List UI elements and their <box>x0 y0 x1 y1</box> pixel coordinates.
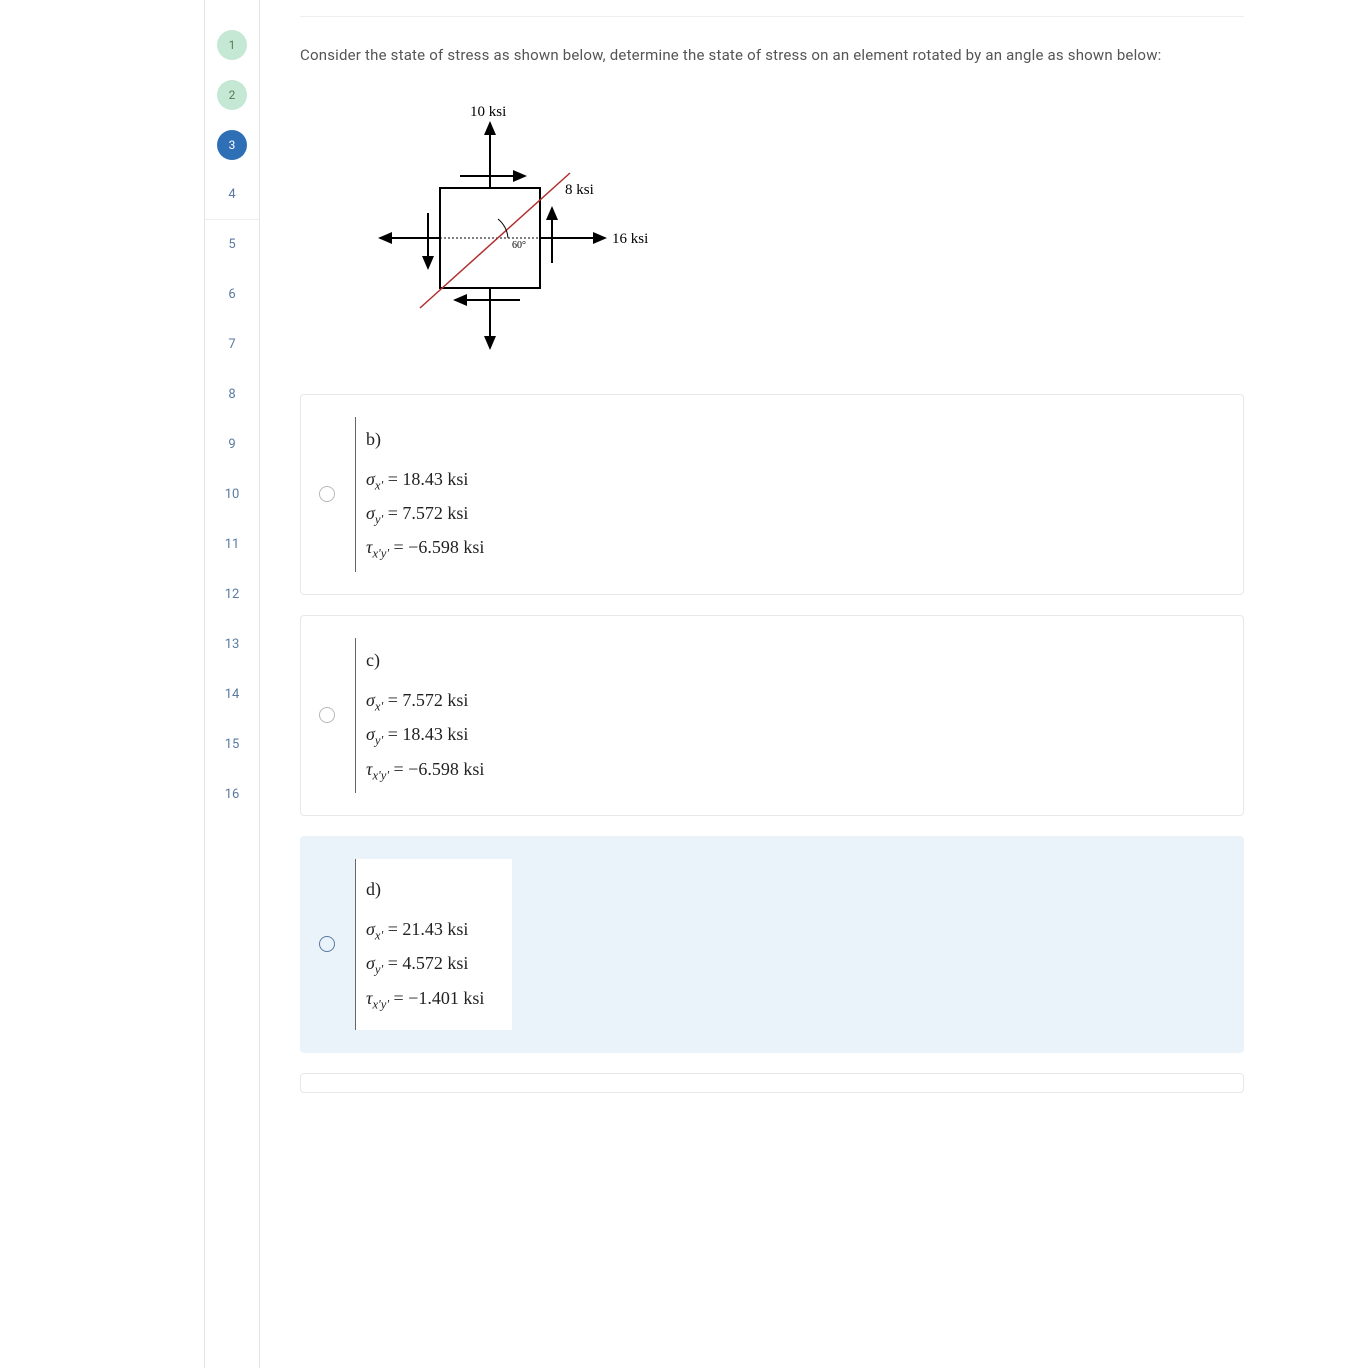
nav-item-7[interactable]: 7 <box>205 320 259 370</box>
svg-text:8 ksi: 8 ksi <box>565 182 594 198</box>
nav-item-11[interactable]: 11 <box>205 520 259 570</box>
answer-body: c) σx' = 7.572 ksi σy' = 18.43 ksi τx'y'… <box>355 638 484 793</box>
answer-option-d[interactable]: d) σx' = 21.43 ksi σy' = 4.572 ksi τx'y'… <box>300 836 1244 1053</box>
nav-item-9[interactable]: 9 <box>205 420 259 470</box>
nav-item-1[interactable]: 1 <box>205 20 259 70</box>
nav-item-8[interactable]: 8 <box>205 370 259 420</box>
nav-item-2[interactable]: 2 <box>205 70 259 120</box>
nav-item-15[interactable]: 15 <box>205 720 259 770</box>
nav-bubble: 3 <box>217 130 247 160</box>
svg-text:16 ksi: 16 ksi <box>612 231 648 247</box>
divider <box>300 16 1244 17</box>
nav-item-16[interactable]: 16 <box>205 770 259 820</box>
nav-item-12[interactable]: 12 <box>205 570 259 620</box>
answer-body: b) σx' = 18.43 ksi σy' = 7.572 ksi τx'y'… <box>355 417 484 572</box>
svg-text:10 ksi: 10 ksi <box>470 104 506 120</box>
nav-bubble: 2 <box>217 80 247 110</box>
answer-option-b[interactable]: b) σx' = 18.43 ksi σy' = 7.572 ksi τx'y'… <box>300 394 1244 595</box>
question-nav: 1 2 3 4 5 6 7 8 9 10 11 12 13 14 15 16 <box>204 0 260 1368</box>
question-content: Consider the state of stress as shown be… <box>260 0 1284 1368</box>
svg-text:60°: 60° <box>512 240 526 251</box>
nav-item-6[interactable]: 6 <box>205 270 259 320</box>
answer-option-next[interactable] <box>300 1073 1244 1093</box>
nav-bubble: 1 <box>217 30 247 60</box>
nav-item-4[interactable]: 4 <box>205 170 259 220</box>
stress-diagram: 60° 10 ksi 16 ksi 8 <box>300 90 1244 394</box>
radio-icon <box>319 707 335 723</box>
nav-item-3[interactable]: 3 <box>205 120 259 170</box>
nav-item-14[interactable]: 14 <box>205 670 259 720</box>
nav-item-10[interactable]: 10 <box>205 470 259 520</box>
answer-option-c[interactable]: c) σx' = 7.572 ksi σy' = 18.43 ksi τx'y'… <box>300 615 1244 816</box>
question-text: Consider the state of stress as shown be… <box>300 41 1244 70</box>
nav-item-13[interactable]: 13 <box>205 620 259 670</box>
radio-icon <box>319 486 335 502</box>
radio-icon <box>319 936 335 952</box>
answer-body: d) σx' = 21.43 ksi σy' = 4.572 ksi τx'y'… <box>355 859 512 1030</box>
nav-item-5[interactable]: 5 <box>205 220 259 270</box>
